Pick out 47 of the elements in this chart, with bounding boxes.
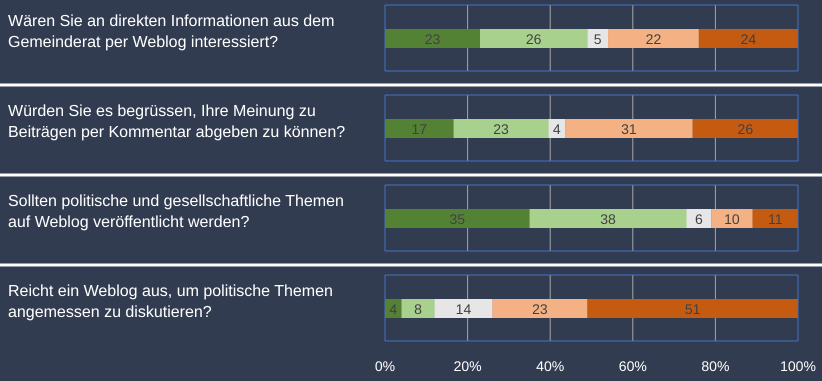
bar (402, 299, 435, 318)
bar (454, 119, 549, 138)
bar (492, 299, 588, 318)
data-label: 6 (694, 211, 703, 227)
x-tick-label: 80% (701, 358, 730, 374)
data-label: 4 (389, 301, 398, 317)
x-tick-label: 20% (454, 358, 482, 374)
bar (385, 209, 530, 228)
data-label: 26 (738, 121, 754, 137)
y-tick-label: Reicht ein Weblog aus, um politische Themen angemessen zu diskutieren? (8, 283, 333, 321)
data-label: 31 (621, 121, 637, 137)
bar (692, 119, 798, 138)
data-label: 35 (449, 211, 466, 227)
data-label: 17 (411, 121, 428, 137)
data-label: 51 (684, 301, 701, 317)
bar (711, 209, 753, 228)
data-label: 26 (526, 31, 542, 47)
x-tick-label: 100% (780, 358, 816, 374)
bar (565, 119, 693, 138)
bar (587, 299, 798, 318)
bar (434, 299, 492, 318)
data-label: 8 (414, 301, 422, 317)
data-label: 23 (424, 31, 440, 47)
bar (480, 29, 588, 48)
data-label: 11 (768, 211, 783, 227)
bar (752, 209, 798, 228)
data-label: 24 (740, 31, 756, 47)
data-label: 23 (532, 301, 548, 317)
data-label: 22 (646, 31, 662, 47)
data-label: 10 (724, 211, 740, 227)
data-label: 14 (456, 301, 472, 317)
data-label: 38 (600, 211, 616, 227)
bar (698, 29, 798, 48)
data-label: 5 (594, 31, 602, 47)
x-tick-label: 60% (618, 358, 647, 374)
y-tick-label: Wären Sie an direkten Informationen aus dem Gemeinderat per Weblog interessiert? (8, 13, 334, 51)
bar (686, 209, 712, 228)
bar (385, 29, 480, 48)
bar (530, 209, 686, 228)
x-tick-label: 0% (374, 358, 396, 374)
x-tick-label: 40% (536, 358, 564, 374)
bar (385, 119, 454, 138)
y-tick-label: Sollten politische und gesellschaftliche Themen auf Weblog veröffentlicht werden? (8, 193, 344, 231)
y-tick-label: Würden Sie es begrüssen, Ihre Meinung zu Beiträgen per Kommentar abgeben zu können? (8, 103, 346, 141)
data-label: 23 (493, 121, 510, 137)
bar (608, 29, 699, 48)
data-label: 4 (552, 121, 561, 137)
